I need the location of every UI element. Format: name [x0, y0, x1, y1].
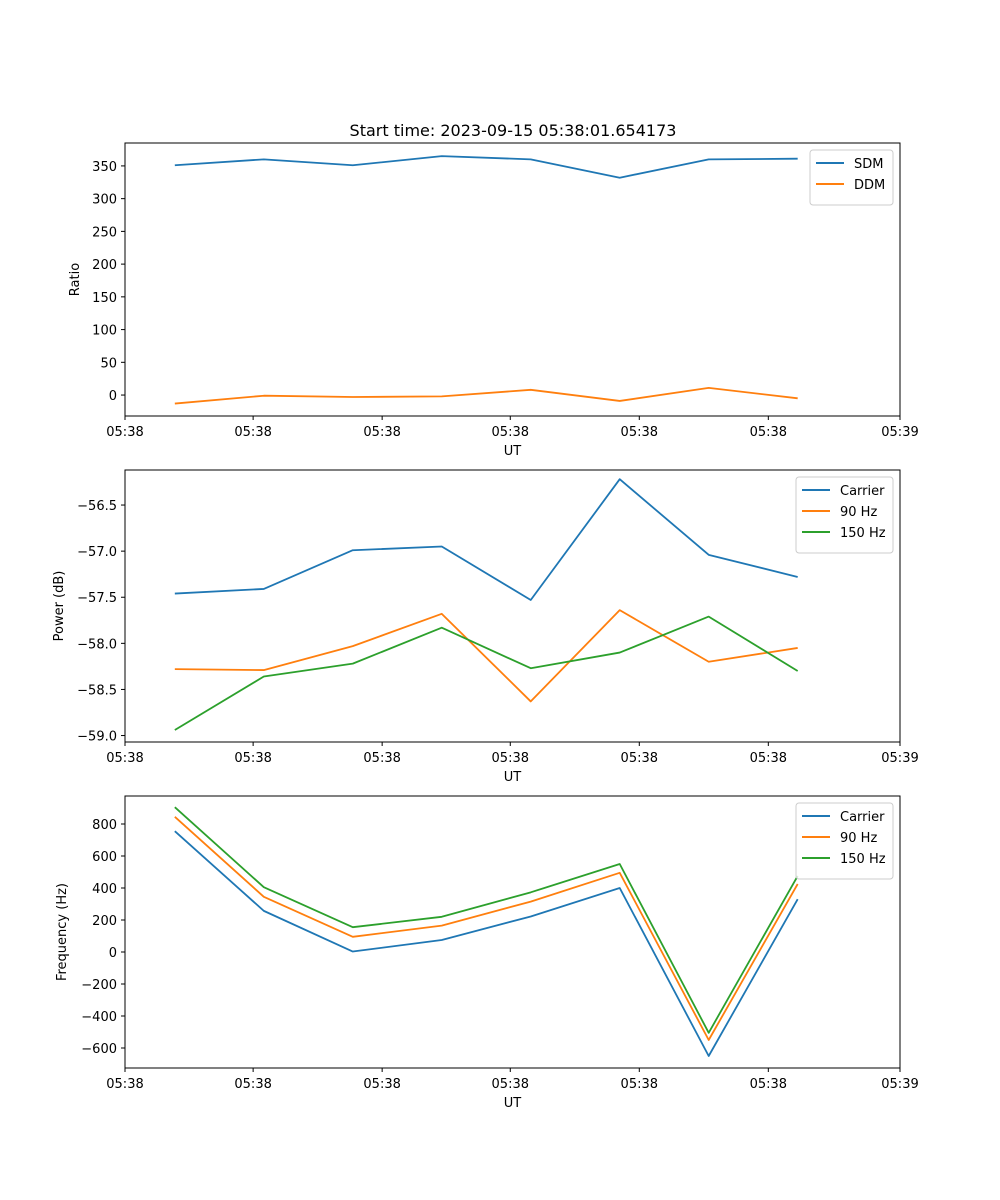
- frequency-legend-box: [795, 802, 894, 880]
- frequency-legend-label-90-hz: 90 Hz: [840, 831, 877, 846]
- power-x-tick-label: 05:38: [750, 751, 787, 766]
- frequency-plot-frame: [124, 795, 901, 1069]
- power-series-90-hz: [174, 609, 798, 703]
- ratio-x-tick-label: 05:38: [621, 425, 658, 440]
- frequency-y-axis-label: Frequency (Hz): [55, 883, 70, 981]
- ratio-y-tick-label: 100: [92, 324, 117, 339]
- frequency-y-tick-label: 400: [92, 882, 117, 897]
- power-x-tick-label: 05:38: [234, 751, 271, 766]
- ratio-plot-frame: [124, 142, 901, 417]
- ratio-y-tick-label: 50: [100, 356, 117, 371]
- ratio-x-tick-label: 05:39: [881, 425, 918, 440]
- power-y-tick-label: −57.0: [77, 545, 117, 560]
- ratio-series-ddm: [174, 386, 798, 405]
- ratio-legend-label-ddm: DDM: [854, 178, 885, 193]
- ratio-y-tick-label: 350: [92, 160, 117, 175]
- power-legend: Carrier 90 Hz 150 Hz: [795, 476, 894, 554]
- ratio-x-axis-label: UT: [504, 444, 522, 459]
- ratio-series-sdm: [174, 155, 798, 179]
- frequency-legend-label-150-hz: 150 Hz: [840, 852, 886, 867]
- frequency-x-tick-label: 05:38: [621, 1077, 658, 1092]
- ratio-x-tick-label: 05:38: [750, 425, 787, 440]
- ratio-legend-label-sdm: SDM: [854, 157, 883, 172]
- frequency-y-tick-label: 800: [92, 818, 117, 833]
- power-legend-label-90-hz: 90 Hz: [840, 505, 877, 520]
- power-y-tick-label: −58.5: [77, 683, 117, 698]
- frequency-y-tick-label: 0: [109, 946, 117, 961]
- power-plot-frame: [124, 469, 901, 743]
- frequency-x-tick-label: 05:38: [363, 1077, 400, 1092]
- ratio-y-tick-label: 0: [109, 389, 117, 404]
- ratio-y-tick-label: 200: [92, 258, 117, 273]
- frequency-series-150-hz: [174, 806, 799, 1034]
- power-y-axis-label: Power (dB): [52, 571, 67, 642]
- ratio-y-axis-label: Ratio: [68, 263, 83, 296]
- ratio-x-tick-label: 05:38: [106, 425, 143, 440]
- frequency-x-tick-label: 05:38: [750, 1077, 787, 1092]
- ratio-legend: SDM DDM: [809, 149, 894, 206]
- frequency-x-axis-label: UT: [504, 1096, 522, 1111]
- ratio-y-tick-label: 150: [92, 291, 117, 306]
- power-y-tick-label: −58.0: [77, 637, 117, 652]
- frequency-y-tick-label: −200: [81, 978, 117, 993]
- frequency-x-tick-label: 05:38: [492, 1077, 529, 1092]
- ratio-x-tick-label: 05:38: [363, 425, 400, 440]
- frequency-series-carrier: [174, 830, 799, 1057]
- frequency-y-tick-label: 600: [92, 850, 117, 865]
- frequency-x-tick-label: 05:39: [881, 1077, 918, 1092]
- power-legend-box: [795, 476, 894, 554]
- frequency-y-tick-label: −400: [81, 1010, 117, 1025]
- power-legend-label-150-hz: 150 Hz: [840, 526, 886, 541]
- power-series-carrier: [174, 478, 798, 601]
- ratio-y-tick-label: 300: [92, 193, 117, 208]
- power-y-tick-label: −59.0: [77, 730, 117, 745]
- power-y-tick-label: −56.5: [77, 499, 117, 514]
- frequency-legend-label-carrier: Carrier: [840, 810, 885, 825]
- figure-title: Start time: 2023-09-15 05:38:01.654173: [350, 121, 677, 140]
- power-x-axis-label: UT: [504, 770, 522, 785]
- frequency-panel: 05:38 05:38 05:38 05:38 05:38 05:38 05:39 −600 −…: [55, 795, 919, 1111]
- ratio-panel: 05:38 05:38 05:38 05:38 05:38 05:38 05:39 0 50 10…: [68, 142, 919, 459]
- power-series-150-hz: [174, 615, 799, 731]
- power-x-tick-label: 05:39: [881, 751, 918, 766]
- frequency-series-90-hz: [174, 816, 799, 1041]
- frequency-legend: Carrier 90 Hz 150 Hz: [795, 802, 894, 880]
- power-y-tick-label: −57.5: [77, 591, 117, 606]
- frequency-y-tick-label: −600: [81, 1042, 117, 1057]
- frequency-y-tick-label: 200: [92, 914, 117, 929]
- power-legend-label-carrier: Carrier: [840, 484, 885, 499]
- power-x-tick-label: 05:38: [106, 751, 143, 766]
- ratio-x-tick-label: 05:38: [234, 425, 271, 440]
- ratio-y-tick-label: 250: [92, 225, 117, 240]
- frequency-x-tick-label: 05:38: [234, 1077, 271, 1092]
- power-x-tick-label: 05:38: [363, 751, 400, 766]
- ratio-x-tick-label: 05:38: [492, 425, 529, 440]
- power-x-tick-label: 05:38: [621, 751, 658, 766]
- power-x-tick-label: 05:38: [492, 751, 529, 766]
- frequency-x-tick-label: 05:38: [106, 1077, 143, 1092]
- power-panel: 05:38 05:38 05:38 05:38 05:38 05:38 05:39 −59.0…: [52, 469, 919, 785]
